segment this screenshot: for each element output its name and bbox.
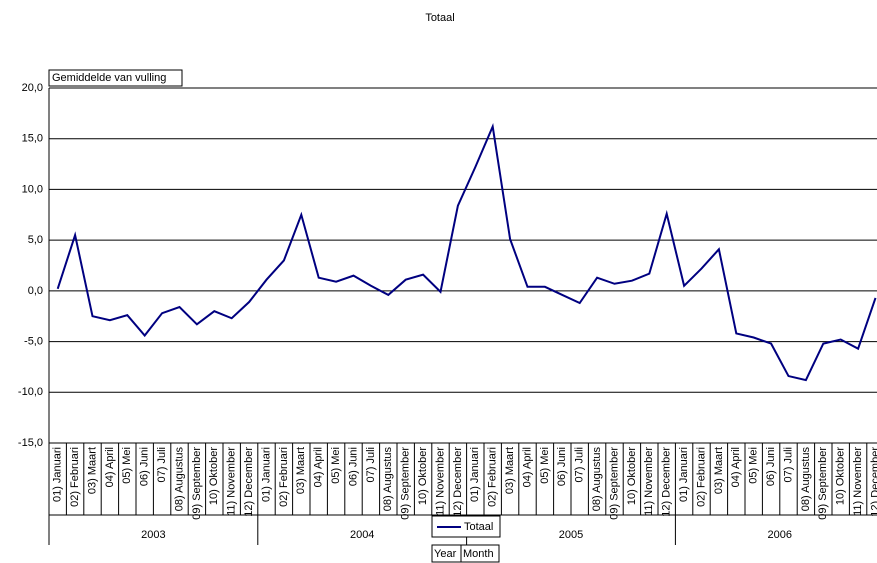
x-tick-label: 03) Maart xyxy=(713,447,725,494)
x-tick-label: 01) Januari xyxy=(52,447,64,502)
x-tick-label: 11) November xyxy=(434,447,446,516)
x-tick-label: 08) Augustus xyxy=(382,447,394,512)
group-label: 2004 xyxy=(350,529,374,541)
group-label: 2006 xyxy=(768,529,792,541)
x-tick-label: 08) Augustus xyxy=(173,447,185,512)
x-tick-label: 06) Juni xyxy=(139,447,151,486)
x-tick-label: 05) Mei xyxy=(121,447,133,484)
x-tick-label: 12) December xyxy=(452,447,464,517)
x-tick-label: 11) November xyxy=(226,447,238,516)
x-tick-label: 09) September xyxy=(608,447,620,520)
y-tick-label: -5,0 xyxy=(24,335,43,347)
field-button-label[interactable]: Year xyxy=(434,548,457,560)
legend-label: Totaal xyxy=(464,521,493,533)
x-tick-label: 07) Juli xyxy=(365,447,377,482)
x-tick-label: 03) Maart xyxy=(86,447,98,494)
series-line xyxy=(56,122,877,382)
y-tick-label: -10,0 xyxy=(18,386,43,398)
x-tick-label: 04) April xyxy=(104,447,116,487)
x-tick-label: 06) Juni xyxy=(347,447,359,486)
field-button-label[interactable]: Gemiddelde van vulling xyxy=(52,72,166,84)
x-tick-label: 02) Februari xyxy=(278,447,290,507)
x-tick-label: 07) Juli xyxy=(156,447,168,482)
x-tick-label: 05) Mei xyxy=(330,447,342,484)
y-tick-label: 15,0 xyxy=(22,133,43,145)
x-tick-label: 01) Januari xyxy=(260,447,272,502)
x-tick-label: 12) December xyxy=(243,447,255,517)
x-tick-label: 10) Oktober xyxy=(208,447,220,505)
x-tick-label: 03) Maart xyxy=(295,447,307,494)
x-tick-label: 07) Juli xyxy=(782,447,794,482)
x-tick-label: 05) Mei xyxy=(539,447,551,484)
legend xyxy=(431,515,501,538)
x-tick-label: 06) Juni xyxy=(556,447,568,486)
x-tick-label: 03) Maart xyxy=(504,447,516,494)
x-tick-label: 09) September xyxy=(191,447,203,520)
x-tick-label: 09) September xyxy=(400,447,412,520)
x-tick-label: 02) Februari xyxy=(487,447,499,507)
group-label: 2005 xyxy=(559,529,583,541)
field-button[interactable] xyxy=(460,544,500,563)
x-tick-label: 08) Augustus xyxy=(591,447,603,512)
x-tick-label: 10) Oktober xyxy=(626,447,638,505)
x-tick-label: 02) Februari xyxy=(69,447,81,507)
chart-title: Totaal xyxy=(425,12,454,24)
field-button-label[interactable]: Month xyxy=(463,548,494,560)
x-tick-label: 08) Augustus xyxy=(800,447,812,512)
x-tick-label: 02) Februari xyxy=(695,447,707,507)
y-tick-label: -15,0 xyxy=(18,437,43,449)
y-tick-label: 20,0 xyxy=(22,82,43,94)
x-tick-label: 06) Juni xyxy=(765,447,777,486)
x-tick-label: 05) Mei xyxy=(748,447,760,484)
x-tick-label: 04) April xyxy=(313,447,325,487)
field-button[interactable] xyxy=(48,69,183,87)
group-label: 2003 xyxy=(141,529,165,541)
x-tick-label: 12) December xyxy=(869,447,877,517)
x-tick-label: 04) April xyxy=(521,447,533,487)
y-tick-label: 0,0 xyxy=(28,285,43,297)
x-tick-label: 01) Januari xyxy=(469,447,481,502)
x-tick-label: 12) December xyxy=(661,447,673,517)
x-tick-label: 10) Oktober xyxy=(417,447,429,505)
x-tick-label: 01) Januari xyxy=(678,447,690,502)
x-tick-label: 09) September xyxy=(817,447,829,520)
x-tick-label: 10) Oktober xyxy=(835,447,847,505)
y-tick-label: 5,0 xyxy=(28,234,43,246)
x-tick-label: 04) April xyxy=(730,447,742,487)
x-tick-label: 11) November xyxy=(852,447,864,516)
y-tick-label: 10,0 xyxy=(22,183,43,195)
x-tick-label: 11) November xyxy=(643,447,655,516)
x-tick-label: 07) Juli xyxy=(574,447,586,482)
